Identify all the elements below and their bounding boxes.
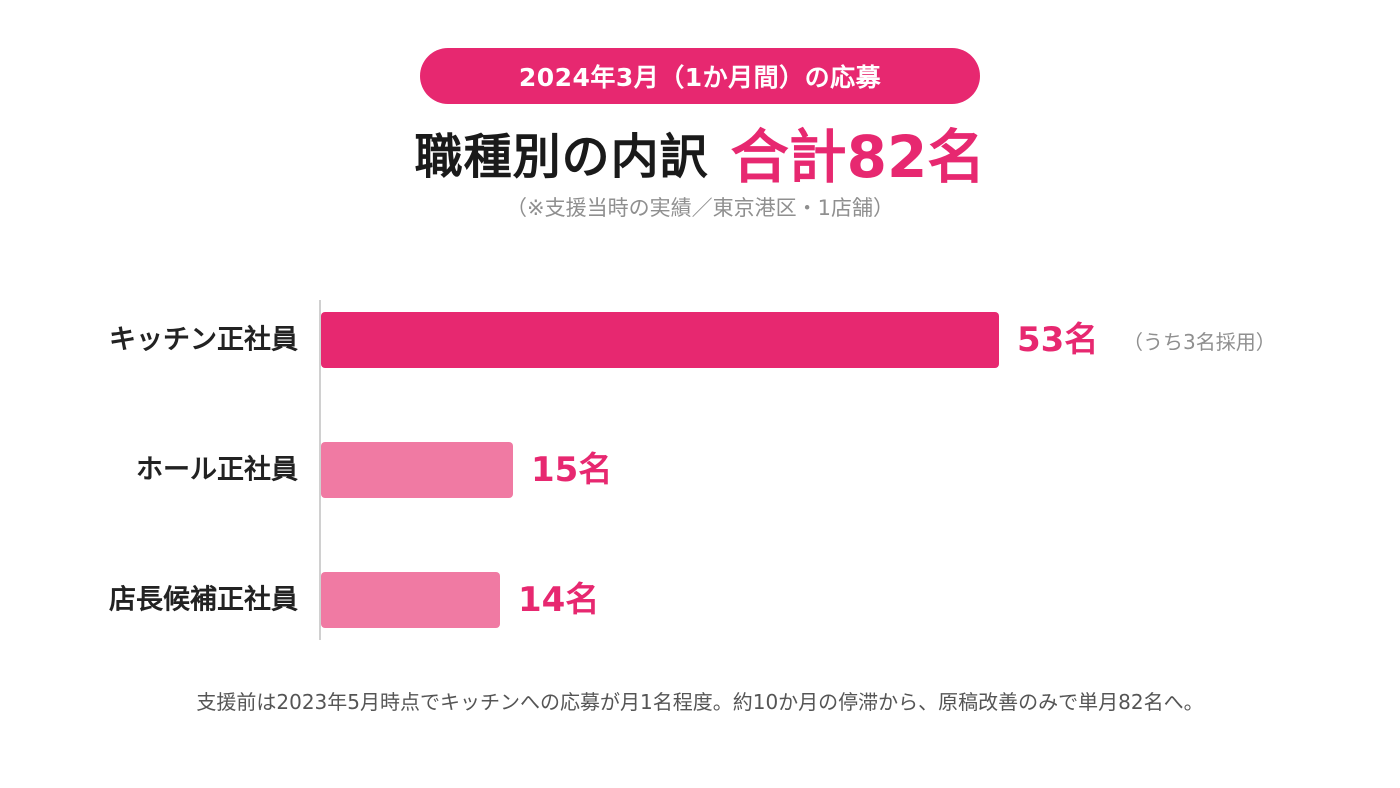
bar-1 <box>321 312 999 368</box>
category-label-2: ホール正社員 <box>136 454 298 486</box>
bar-annotation-1: （うち3名採用） <box>1123 330 1276 354</box>
period-badge: 2024年3月（1か月間）の応募 <box>420 48 980 104</box>
bar-2 <box>321 442 513 498</box>
category-label-1: キッチン正社員 <box>109 324 298 356</box>
headline: 職種別の内訳 合計82名 <box>0 112 1400 192</box>
category-label-3: 店長候補正社員 <box>109 584 298 616</box>
value-label-3: 14名 <box>518 580 599 620</box>
value-label-1: 53名 <box>1017 320 1098 360</box>
chart-subtitle-note: （※支援当時の実績／東京港区・1店舗） <box>506 196 894 220</box>
value-label-2: 15名 <box>531 450 612 490</box>
bar-3 <box>321 572 500 628</box>
chart-title: 職種別の内訳 <box>414 129 709 185</box>
footnote: 支援前は2023年5月時点でキッチンへの応募が月1名程度。約10か月の停滞から、… <box>196 690 1204 714</box>
total-count: 合計82名 <box>730 123 986 191</box>
